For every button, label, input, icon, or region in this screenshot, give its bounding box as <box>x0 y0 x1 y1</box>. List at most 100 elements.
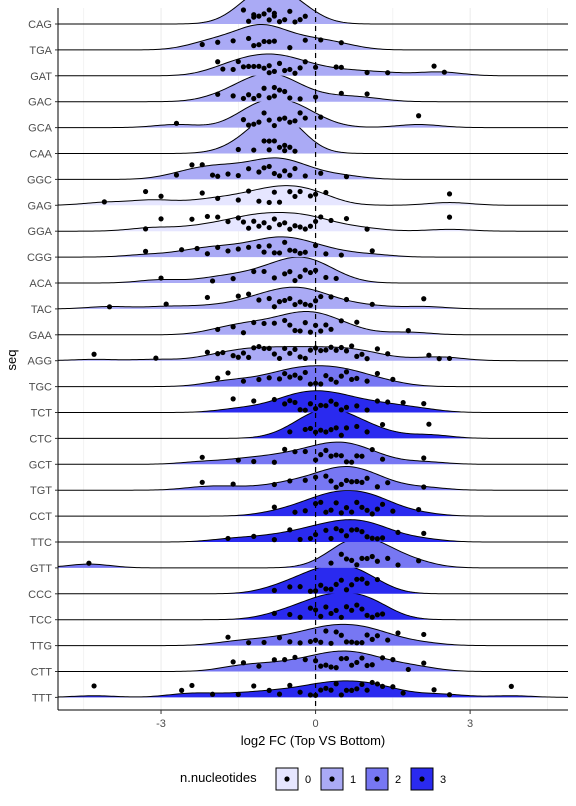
ridge-TTC <box>58 519 568 543</box>
point-TGT <box>302 477 308 483</box>
ridge-outline-CGG <box>58 236 568 258</box>
point-TCC <box>379 611 386 617</box>
point-TTT <box>369 679 375 686</box>
point-AGG <box>261 345 267 352</box>
point-TAC <box>276 299 283 305</box>
point-CCC <box>374 576 380 583</box>
point-TGT <box>230 481 236 487</box>
point-GGA <box>246 225 252 231</box>
point-TGC <box>354 375 360 381</box>
point-GGA <box>225 218 231 225</box>
point-CAA <box>282 148 288 154</box>
point-CTT <box>421 660 427 666</box>
point-TGA <box>338 40 344 46</box>
y-tick-label-GTT: GTT <box>30 563 52 575</box>
point-TGT <box>271 481 277 488</box>
ridge-outline-GAT <box>58 53 568 77</box>
legend-point <box>374 776 380 782</box>
point-TGC <box>225 370 231 376</box>
point-TAC <box>343 296 350 303</box>
point-GGC <box>225 171 231 177</box>
point-AGG <box>256 343 262 350</box>
point-TTC <box>307 535 314 542</box>
point-CAG <box>261 11 267 17</box>
point-GAA <box>354 319 360 325</box>
axes <box>57 8 568 711</box>
ridge-fill-ACA <box>58 257 568 283</box>
point-CAG <box>287 8 293 14</box>
point-TTG <box>359 640 365 646</box>
ridge-TTG <box>58 623 568 647</box>
point-GAC <box>287 95 293 101</box>
point-TTC <box>333 526 339 532</box>
point-TGC <box>328 376 334 382</box>
point-TTT <box>359 681 365 688</box>
point-TTT <box>400 690 406 696</box>
point-AGG <box>364 356 370 362</box>
point-AGG <box>292 346 298 352</box>
point-GTT <box>364 555 370 562</box>
ridge-TGC <box>58 365 568 388</box>
point-TGA <box>261 38 267 45</box>
point-ACA <box>297 273 303 280</box>
point-GAC <box>246 92 252 98</box>
ridge-fill-TTC <box>58 519 568 542</box>
y-tick-labels: CAG TGA GAT GAC GCA CAA GGC GAG GGA CGG ACA TAC GAA A… <box>27 19 58 704</box>
point-TTT <box>287 682 293 688</box>
point-GCT <box>369 446 375 453</box>
point-GGC <box>266 163 272 170</box>
point-GAA <box>297 328 303 334</box>
point-GCA <box>318 114 324 120</box>
point-GAT <box>266 63 272 69</box>
ridge-fill-TCC <box>58 592 568 620</box>
point-TTC <box>251 533 257 539</box>
point-CGG <box>235 246 241 252</box>
legend-point <box>284 776 290 782</box>
ridge-outline-GTT <box>57 536 568 569</box>
ridges <box>57 0 569 698</box>
point-GAT <box>287 66 293 73</box>
point-AGG <box>349 343 355 349</box>
point-GCT <box>343 459 350 465</box>
point-CAG <box>266 7 272 13</box>
point-GCT <box>338 453 344 459</box>
point-AGG <box>287 350 293 356</box>
point-AGG <box>436 356 442 362</box>
point-ACA <box>323 274 329 281</box>
point-TCC <box>328 610 334 617</box>
point-TTG <box>323 628 329 634</box>
ridge-CGG <box>58 236 568 258</box>
point-TCC <box>323 604 329 610</box>
legend-point <box>419 776 425 782</box>
point-TGA <box>251 43 257 49</box>
point-CTT <box>318 663 324 669</box>
point-TTC <box>328 535 334 542</box>
point-GAT <box>312 64 319 70</box>
point-ACA <box>230 276 236 282</box>
point-TCT <box>292 399 298 406</box>
point-GGC <box>189 162 195 168</box>
point-CCC <box>323 586 329 592</box>
point-GGA <box>235 215 241 221</box>
point-GAT <box>215 59 221 65</box>
ridge-outline-GGC <box>58 157 568 180</box>
point-CTT <box>390 657 396 663</box>
point-TCT <box>400 399 406 406</box>
point-TCT <box>323 403 329 409</box>
point-ACA <box>307 269 314 276</box>
legend-key-0: 0 <box>275 767 311 791</box>
point-AGG <box>354 353 360 359</box>
point-GTT <box>369 553 375 560</box>
ridge-fill-GAG <box>58 185 568 206</box>
point-CTC <box>302 426 308 433</box>
point-CAA <box>271 138 277 144</box>
y-tick-label-TTC: TTC <box>31 537 52 549</box>
ridge-fill-TTT <box>58 680 568 698</box>
point-CTC <box>338 432 344 438</box>
point-GGA <box>297 224 303 230</box>
point-TAC <box>266 295 272 302</box>
point-CAG <box>246 18 252 24</box>
ridge-outline-TCT <box>58 390 568 413</box>
point-TGC <box>292 372 298 378</box>
point-TCC <box>364 612 370 618</box>
